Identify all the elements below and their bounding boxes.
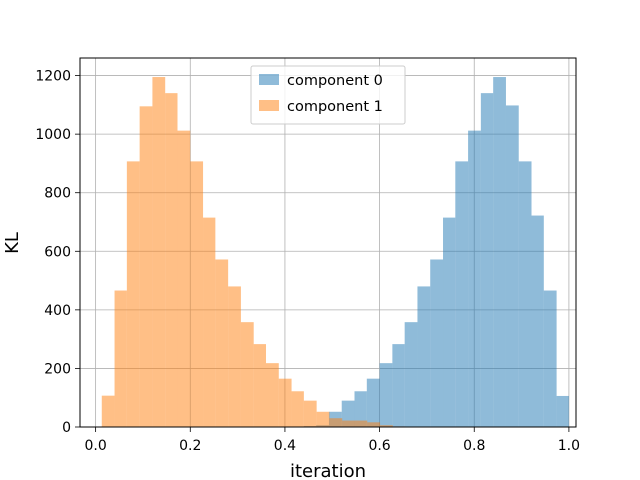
bar-component-1-21 [367,422,381,427]
y-tick-label-3: 600 [44,244,71,260]
bar-component-0-8 [392,344,405,427]
x-tick-label-3: 0.6 [368,438,390,454]
bar-component-1-10 [228,286,241,427]
legend-box [250,65,406,125]
bar-component-0-19 [531,215,544,427]
bar-component-0-12 [443,217,456,427]
x-tick-label-2: 0.4 [274,438,296,454]
bar-component-0-13 [455,161,469,427]
y-tick-label-2: 400 [44,303,71,319]
bar-component-1-7 [190,161,204,427]
bar-component-1-14 [278,378,292,427]
y-axis-ticks: 0 200 400 600 800 1000 1200 [35,69,80,436]
bar-component-1-22 [380,425,393,427]
y-tick-label-4: 800 [44,186,71,202]
bar-component-0-7 [379,363,393,427]
bar-component-1-0 [101,395,115,427]
y-axis-title: KL [2,232,23,254]
x-axis-ticks: 0.0 0.2 0.4 0.6 0.8 1.0 [84,427,580,454]
bar-component-0-5 [354,391,367,427]
bar-component-1-17 [316,411,330,427]
legend-swatch-component-0 [259,74,279,85]
bar-component-1-15 [291,391,304,427]
bar-component-1-13 [266,363,279,427]
bar-component-1-4 [152,77,166,428]
bar-component-1-9 [215,259,229,427]
legend-label-component-0: component 0 [287,73,383,89]
bar-component-0-9 [404,322,418,427]
legend-swatch-component-1 [259,100,279,111]
bar-component-0-10 [417,286,431,427]
bar-component-1-12 [253,344,266,427]
bar-component-1-20 [354,420,368,427]
bar-component-1-5 [165,93,178,428]
y-tick-label-1: 200 [44,361,71,377]
y-tick-label-0: 0 [62,420,71,436]
y-tick-label-5: 1000 [35,127,71,143]
bar-component-0-4 [341,400,355,427]
bar-component-0-16 [493,77,506,428]
x-tick-label-0: 0.0 [84,438,106,454]
plot-area-frame [79,57,577,428]
x-tick-label-4: 0.8 [463,438,485,454]
bar-component-1-8 [203,217,216,427]
bar-component-0-14 [468,130,481,427]
series-component-1-bars [101,77,406,428]
bar-component-1-19 [342,420,355,427]
x-tick-label-1: 0.2 [179,438,201,454]
bar-component-1-2 [126,161,140,427]
bar-component-1-3 [139,106,153,428]
series-component-0-bars [291,77,569,428]
y-tick-label-6: 1200 [35,69,71,85]
bar-component-1-16 [303,400,317,427]
bar-component-0-11 [430,259,444,427]
bar-component-1-1 [114,290,127,427]
x-axis-title: iteration [290,461,366,480]
bar-component-0-15 [480,93,494,428]
bar-component-1-18 [329,418,343,427]
legend: component 0 component 1 [250,65,406,125]
bar-component-1-6 [177,130,191,427]
bar-component-0-21 [556,395,569,427]
bar-component-0-17 [505,105,519,427]
bar-component-0-20 [543,290,557,427]
bar-component-0-18 [518,161,532,427]
legend-label-component-1: component 1 [287,99,383,115]
bar-component-1-11 [240,322,254,427]
x-tick-label-5: 1.0 [558,438,580,454]
bar-component-0-6 [366,378,380,427]
